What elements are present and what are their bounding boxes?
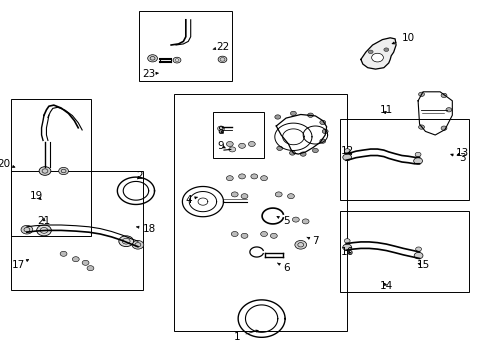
- Text: 14: 14: [379, 281, 392, 291]
- Circle shape: [322, 129, 327, 134]
- Text: 7: 7: [306, 236, 318, 246]
- Circle shape: [371, 53, 383, 62]
- Circle shape: [307, 113, 313, 117]
- Circle shape: [248, 141, 255, 147]
- Circle shape: [82, 260, 89, 265]
- Circle shape: [37, 225, 51, 236]
- Circle shape: [72, 257, 79, 262]
- Circle shape: [418, 125, 424, 129]
- Bar: [11, 99, 91, 236]
- Text: 11: 11: [379, 105, 392, 115]
- Circle shape: [39, 167, 51, 175]
- Circle shape: [342, 154, 351, 161]
- Circle shape: [87, 266, 94, 271]
- Circle shape: [445, 108, 451, 112]
- Circle shape: [440, 93, 446, 98]
- Circle shape: [231, 192, 238, 197]
- Text: 8: 8: [217, 126, 224, 136]
- Text: 23: 23: [142, 69, 158, 79]
- Circle shape: [241, 233, 247, 238]
- Polygon shape: [360, 38, 395, 69]
- Circle shape: [132, 240, 143, 249]
- Circle shape: [238, 174, 245, 179]
- Text: 9: 9: [217, 141, 225, 151]
- Circle shape: [302, 219, 308, 224]
- Circle shape: [289, 151, 295, 155]
- Circle shape: [415, 247, 421, 251]
- Text: 1: 1: [233, 330, 258, 342]
- Circle shape: [119, 236, 133, 247]
- Circle shape: [276, 146, 282, 150]
- Circle shape: [287, 194, 294, 199]
- Circle shape: [275, 192, 282, 197]
- Bar: [11, 171, 142, 290]
- Circle shape: [60, 251, 67, 256]
- Circle shape: [290, 111, 296, 116]
- Text: 22: 22: [213, 42, 229, 52]
- Text: 17: 17: [12, 260, 29, 270]
- Text: 5: 5: [276, 216, 289, 226]
- Circle shape: [312, 148, 318, 153]
- Text: 18: 18: [136, 224, 156, 234]
- Circle shape: [21, 225, 33, 234]
- Circle shape: [342, 244, 351, 251]
- Bar: [339, 119, 468, 200]
- Circle shape: [241, 194, 247, 199]
- Circle shape: [238, 143, 245, 148]
- Circle shape: [292, 217, 299, 222]
- Text: 21: 21: [37, 216, 51, 226]
- Circle shape: [383, 48, 388, 51]
- Circle shape: [414, 152, 420, 157]
- Text: 16: 16: [340, 247, 353, 257]
- Circle shape: [226, 141, 233, 147]
- Circle shape: [250, 174, 257, 179]
- Circle shape: [319, 139, 325, 143]
- Text: 4: 4: [184, 195, 197, 205]
- Circle shape: [270, 233, 277, 238]
- Text: 6: 6: [277, 263, 289, 273]
- Text: 15: 15: [415, 260, 429, 270]
- Circle shape: [173, 57, 181, 63]
- Circle shape: [274, 115, 280, 119]
- Circle shape: [344, 149, 349, 153]
- Text: 20: 20: [0, 159, 15, 169]
- Text: 3: 3: [450, 153, 465, 163]
- Circle shape: [367, 50, 372, 54]
- Bar: [212, 112, 264, 158]
- Text: 19: 19: [30, 191, 43, 201]
- Text: 12: 12: [340, 146, 353, 156]
- Circle shape: [228, 147, 235, 152]
- Circle shape: [344, 239, 349, 243]
- Circle shape: [413, 158, 422, 164]
- Circle shape: [226, 176, 233, 181]
- Circle shape: [319, 120, 325, 125]
- Text: 13: 13: [454, 148, 468, 158]
- Bar: [339, 211, 468, 292]
- Text: 10: 10: [391, 33, 414, 44]
- Circle shape: [260, 231, 267, 237]
- Circle shape: [231, 231, 238, 237]
- Bar: [139, 11, 232, 81]
- Text: 2: 2: [136, 171, 142, 181]
- Bar: [173, 94, 346, 331]
- Circle shape: [294, 240, 306, 249]
- Circle shape: [440, 126, 446, 130]
- Circle shape: [147, 55, 157, 62]
- Circle shape: [260, 176, 267, 181]
- Circle shape: [418, 92, 424, 96]
- Circle shape: [300, 152, 305, 156]
- Circle shape: [59, 167, 68, 175]
- Circle shape: [218, 56, 226, 63]
- Circle shape: [413, 252, 422, 259]
- Circle shape: [217, 126, 224, 131]
